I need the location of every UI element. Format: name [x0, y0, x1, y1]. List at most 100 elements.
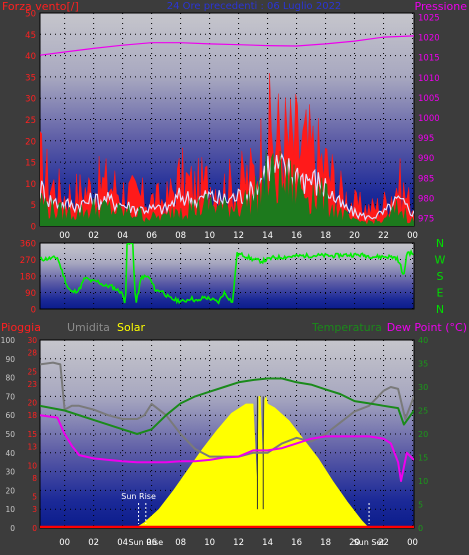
- x-tick-label: 06: [146, 231, 157, 241]
- y-tick-label: 10: [418, 477, 428, 486]
- x-tick-label: 00: [59, 538, 70, 548]
- y-tick-label: 35: [25, 73, 36, 83]
- y-tick-label: 10: [27, 461, 37, 470]
- y-tick-label: 15: [27, 430, 37, 439]
- y-tick-label: 990: [418, 154, 434, 164]
- x-tick-label: 18: [320, 538, 331, 548]
- series-temperatura: [40, 377, 414, 435]
- wind-direction-series: [40, 243, 414, 305]
- y-tick-label: 10: [5, 505, 15, 514]
- y-tick-label: 30: [5, 468, 15, 477]
- y-tick-label: 20: [25, 137, 36, 147]
- y-tick-label: 360: [20, 240, 36, 250]
- series-umidita: [40, 361, 414, 458]
- x-tick-label: 12: [233, 231, 244, 241]
- temperature-y-axis-ticks: 0 5 10 15 20 25 30 35 40: [418, 336, 428, 533]
- y-tick-label: 3: [32, 505, 37, 514]
- series-solar: [135, 395, 370, 528]
- y-tick-label: 30: [25, 95, 36, 105]
- climate-series: [40, 361, 414, 528]
- y-tick-label: 995: [418, 134, 434, 144]
- y-tick-label: 15: [418, 454, 428, 463]
- x-tick-label: 22: [378, 231, 389, 241]
- y-tick-label: 8: [32, 474, 37, 483]
- y-tick-label: 1005: [418, 94, 440, 104]
- wind-y-axis-ticks: 0 5 10 15 20 25 30 35 40 45 50: [25, 10, 36, 233]
- y-tick-label: 23: [27, 380, 37, 389]
- solar-label: Solar: [117, 321, 146, 334]
- y-tick-label: 50: [5, 430, 15, 439]
- x-tick-label: 14: [262, 538, 273, 548]
- x-tick-label: 06: [146, 538, 157, 548]
- y-tick-label: 40: [418, 336, 428, 345]
- humidity-y-axis-ticks: 0 10 20 30 40 50 60 70 80 90 100: [1, 336, 16, 533]
- x-tick-label: 08: [175, 231, 186, 241]
- y-tick-label: 90: [25, 289, 36, 299]
- series-dew-point-c: [40, 414, 414, 482]
- x-tick-label: 18: [320, 231, 331, 241]
- x-tick-label: 00: [407, 538, 418, 548]
- y-tick-label: 0: [32, 524, 37, 533]
- x-tick-label: 22: [378, 538, 389, 548]
- y-tick-label: 1000: [418, 114, 440, 124]
- wind-x-axis-ticks: 00 02 04 06 08 10 12 14 16 18 20 22 00: [59, 231, 418, 241]
- y-tick-label: 30: [418, 383, 428, 392]
- series-line-pressione: [40, 35, 414, 56]
- y-tick-label: 0: [31, 223, 36, 233]
- wind-pressure-series: [40, 35, 414, 226]
- compass-label: S: [437, 270, 444, 283]
- x-tick-label: 16: [291, 538, 302, 548]
- dew-point-label: Dew Point (°C): [387, 321, 467, 334]
- wind-axis-label: Forza vento[/]: [2, 0, 79, 13]
- x-tick-label: 00: [59, 231, 70, 241]
- y-tick-label: 13: [27, 443, 37, 452]
- x-tick-label: 10: [204, 538, 215, 548]
- x-tick-label: 16: [291, 231, 302, 241]
- compass-label: N: [436, 237, 444, 250]
- y-tick-label: 20: [5, 486, 15, 495]
- y-tick-label: 0: [418, 524, 423, 533]
- y-tick-label: 20: [418, 430, 428, 439]
- climate-x-axis-ticks: 00 02 04 06 08 10 12 14 16 18 20 22 00: [59, 538, 418, 548]
- y-tick-label: 60: [5, 411, 15, 420]
- y-tick-label: 90: [5, 355, 15, 364]
- wind-direction-degree-ticks: 0 90 180 270 360: [20, 240, 36, 316]
- y-tick-label: 1010: [418, 74, 440, 84]
- y-tick-label: 25: [418, 407, 428, 416]
- y-tick-label: 25: [25, 116, 36, 126]
- series-area-2: [40, 150, 414, 226]
- y-tick-label: 25: [27, 367, 37, 376]
- y-tick-label: 0: [10, 524, 15, 533]
- y-tick-label: 1025: [418, 14, 440, 24]
- annotation-sun-set: Sun Set: [354, 538, 385, 547]
- y-tick-label: 5: [418, 501, 423, 510]
- y-tick-label: 5: [32, 493, 37, 502]
- annotation-sun-rise: Sun Rise: [121, 492, 156, 501]
- y-tick-label: 975: [418, 214, 434, 224]
- y-tick-label: 20: [27, 399, 37, 408]
- y-tick-label: 270: [20, 256, 36, 266]
- sun-annotations: Sun Rise Sun Rise Sun Set: [121, 492, 384, 547]
- y-tick-label: 45: [25, 31, 36, 41]
- x-tick-label: 12: [233, 538, 244, 548]
- x-tick-label: 04: [117, 538, 128, 548]
- y-tick-label: 40: [5, 449, 15, 458]
- y-tick-label: 18: [27, 411, 37, 420]
- y-tick-label: 10: [25, 180, 36, 190]
- x-tick-label: 14: [262, 231, 273, 241]
- rain-y-axis-ticks: 0 3 5 8 10 13 15 18 20 23 25 28 30: [27, 336, 37, 533]
- x-tick-label: 20: [349, 231, 360, 241]
- wind-direction-plot-area: [39, 242, 415, 310]
- y-tick-label: 80: [5, 374, 15, 383]
- y-tick-label: 70: [5, 392, 15, 401]
- x-tick-label: 00: [407, 231, 418, 241]
- wind-direction-line-0: [40, 243, 414, 305]
- y-tick-label: 28: [27, 349, 37, 358]
- x-tick-label: 20: [349, 538, 360, 548]
- x-tick-label: 10: [204, 231, 215, 241]
- y-tick-label: 30: [27, 336, 37, 345]
